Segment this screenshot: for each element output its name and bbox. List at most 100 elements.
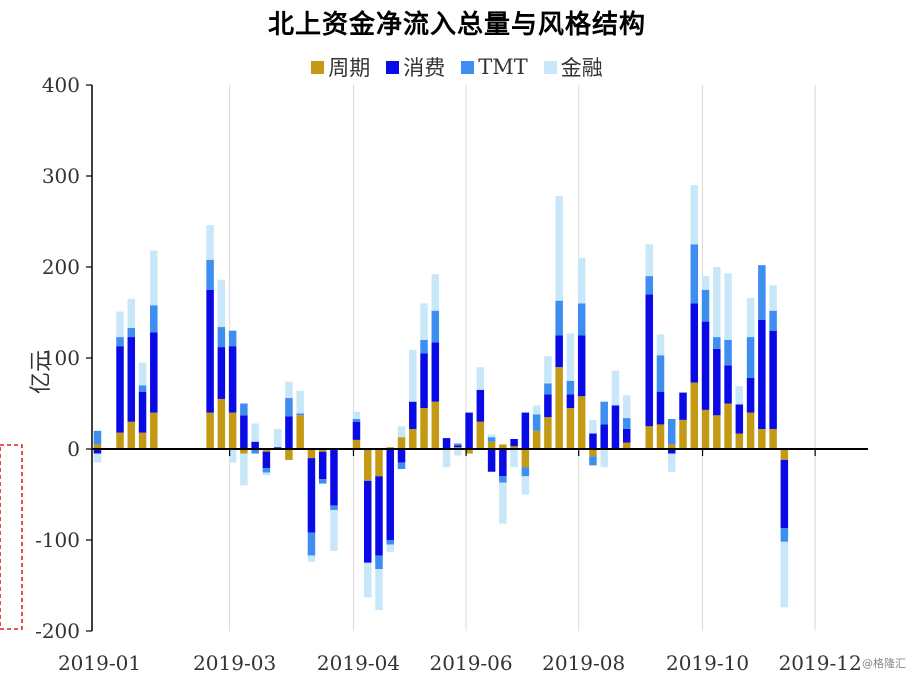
bar-segment-tmt — [352, 418, 361, 422]
bar-segment-financial — [532, 405, 541, 415]
bar-segment-consumer — [499, 449, 507, 477]
bar-segment-consumer — [285, 416, 293, 449]
bar-segment-financial — [138, 362, 147, 386]
bar-segment-consumer — [544, 394, 552, 418]
bar-segment-cyclical — [668, 444, 676, 449]
bar-segment-cyclical — [409, 428, 417, 449]
chart-legend: 周期 消费 TMT 金融 — [0, 52, 914, 82]
bar-segment-tmt — [690, 244, 699, 304]
bar-segment-cyclical — [735, 433, 744, 449]
bar-segment-financial — [510, 449, 518, 468]
bar-segment-consumer — [487, 449, 496, 472]
bar-segment-cyclical — [521, 449, 530, 468]
bar-segment-consumer — [409, 401, 417, 429]
bar-segment-cyclical — [431, 401, 440, 449]
bar-segment-cyclical — [622, 442, 631, 449]
bar-segment-cyclical — [589, 449, 597, 457]
bar-segment-tmt — [330, 505, 338, 510]
bar-segment-cyclical — [780, 449, 789, 460]
bar-segment-financial — [622, 395, 631, 419]
bar-segment-cyclical — [363, 449, 372, 481]
bar-segment-consumer — [116, 346, 124, 433]
bar-segment-tmt — [206, 259, 214, 290]
bar-segment-financial — [645, 244, 653, 277]
bar-segment-tmt — [150, 305, 158, 333]
bar-segment-financial — [296, 390, 304, 414]
bar-segment-consumer — [713, 348, 721, 416]
bar-segment-tmt — [622, 418, 631, 429]
bar-segment-tmt — [521, 467, 530, 477]
bar-segment-tmt — [656, 355, 665, 392]
bar-segment-financial — [285, 381, 293, 399]
bar-segment-financial — [566, 333, 575, 381]
bar-segment-financial — [521, 476, 530, 495]
bar-segment-tmt — [544, 383, 552, 395]
bar-segment-cyclical — [296, 415, 304, 449]
bar-segment-consumer — [622, 428, 631, 443]
bar-segment-cyclical — [150, 412, 158, 449]
x-tick-label: 2019-01 — [58, 651, 141, 675]
bar-segment-financial — [420, 303, 428, 340]
bar-segment-financial — [746, 297, 755, 338]
bar-segment-consumer — [363, 480, 372, 563]
bar-segment-cyclical — [352, 439, 361, 449]
bar-segment-consumer — [240, 415, 248, 449]
bar-segment-tmt — [566, 380, 575, 395]
x-tick-label: 2019-04 — [317, 651, 400, 675]
bar-segment-financial — [409, 349, 417, 402]
bar-segment-cyclical — [532, 430, 541, 449]
bar-segment-cyclical — [476, 421, 485, 449]
bar-segment-cyclical — [510, 446, 518, 449]
bar-segment-cyclical — [577, 396, 586, 449]
bar-segment-cyclical — [138, 432, 147, 449]
legend-swatch-consumer — [386, 60, 400, 74]
bar-segment-tmt — [746, 337, 755, 379]
bar-segment-cyclical — [397, 437, 406, 449]
bar-segment-financial — [363, 562, 372, 598]
legend-item-tmt: TMT — [461, 55, 528, 79]
bar-segment-cyclical — [93, 444, 102, 449]
bar-segment-consumer — [746, 378, 755, 413]
bar-segment-consumer — [611, 405, 620, 449]
bar-segment-tmt — [228, 330, 237, 347]
legend-item-cyclical: 周期 — [311, 52, 370, 82]
bar-segment-consumer — [442, 438, 451, 449]
bar-segment-tmt — [555, 300, 563, 336]
bar-segment-cyclical — [724, 403, 732, 449]
bar-segment-tmt — [780, 528, 789, 542]
bar-segment-financial — [206, 225, 214, 260]
bar-segment-cyclical — [544, 417, 552, 449]
bar-segment-cyclical — [318, 449, 327, 452]
bar-segment-financial — [251, 423, 259, 442]
bar-segment-cyclical — [645, 426, 653, 449]
bar-segment-financial — [690, 185, 699, 245]
bar-segment-cyclical — [701, 409, 710, 449]
bar-segment-financial — [487, 434, 496, 438]
bar-segment-tmt — [431, 310, 440, 343]
bar-segment-cyclical — [679, 419, 687, 449]
bar-segment-cyclical — [217, 398, 226, 449]
bar-segment-tmt — [240, 403, 248, 416]
bar-segment-consumer — [375, 476, 383, 556]
bar-segment-financial — [476, 367, 485, 390]
bar-segment-cyclical — [566, 408, 575, 449]
legend-label-financial: 金融 — [560, 56, 603, 80]
bar-segment-cyclical — [487, 441, 496, 449]
bar-segment-tmt — [645, 276, 653, 295]
y-tick-label: 400 — [42, 73, 80, 97]
legend-swatch-tmt — [461, 60, 475, 74]
bar-segment-financial — [228, 449, 237, 463]
bar-segment-consumer — [352, 421, 361, 440]
x-tick-label: 2019-08 — [542, 651, 625, 675]
bar-segment-financial — [273, 428, 282, 448]
legend-swatch-financial — [543, 60, 557, 74]
bar-segment-tmt — [758, 265, 766, 320]
bar-segment-cyclical — [465, 449, 473, 454]
bar-segment-cyclical — [228, 412, 237, 449]
bar-segment-financial — [93, 453, 102, 463]
bar-segment-tmt — [116, 337, 124, 347]
bar-segment-cyclical — [240, 449, 248, 454]
legend-label-cyclical: 周期 — [328, 56, 371, 80]
